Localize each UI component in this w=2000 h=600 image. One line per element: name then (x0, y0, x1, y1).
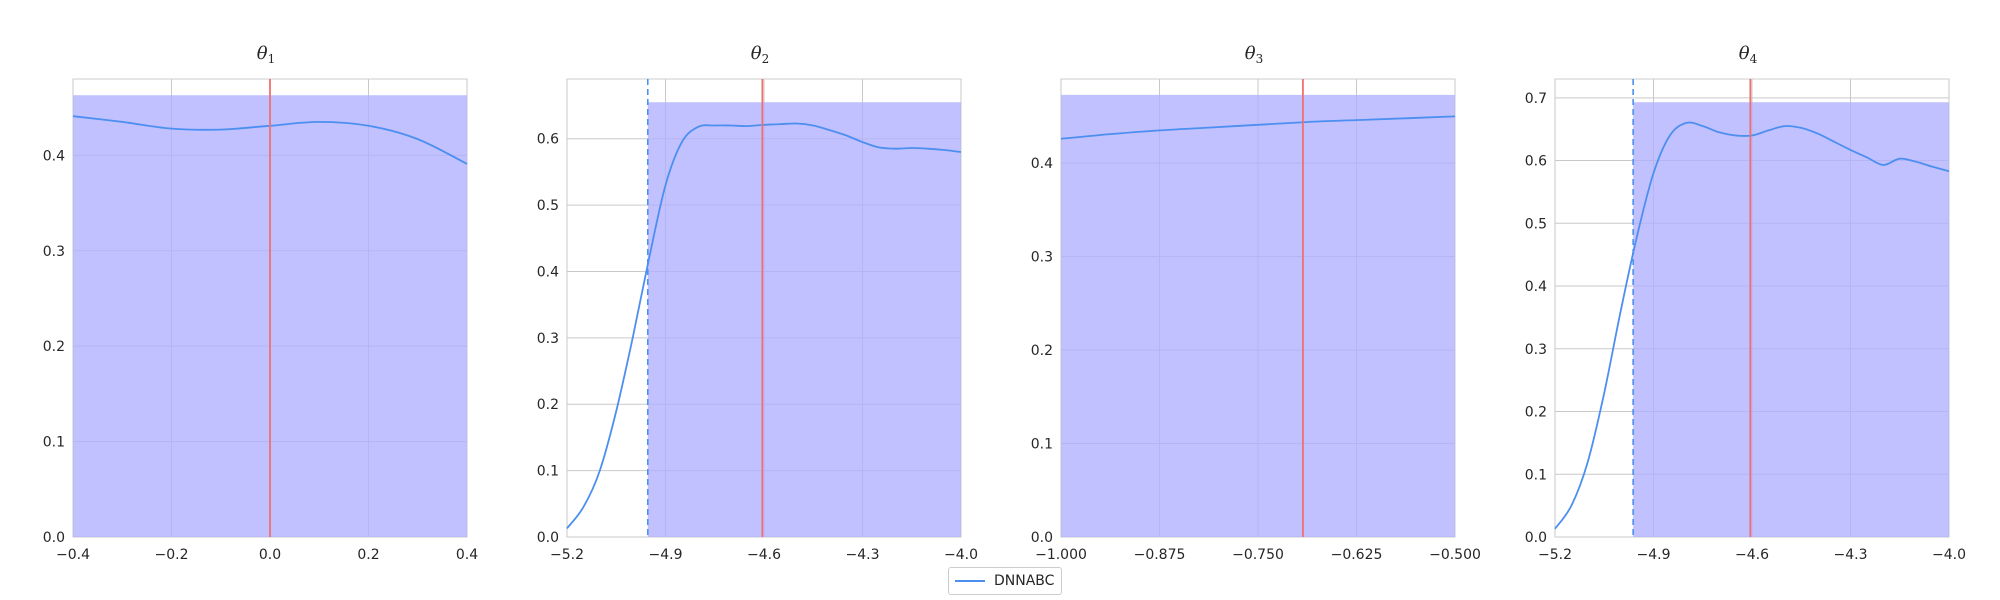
x-tick-label: −0.875 (1134, 547, 1186, 563)
series-line-dnnabc (1554, 121, 1950, 530)
y-tick-label: 0.5 (537, 198, 559, 214)
y-tick-label: 0.3 (1031, 250, 1053, 266)
x-tick-label: −0.500 (1429, 547, 1481, 563)
x-tick-label: −1.000 (1035, 547, 1087, 563)
y-tick-label: 0.2 (1525, 405, 1547, 421)
x-tick-label: −5.2 (1538, 547, 1572, 563)
y-tick-label: 0.3 (537, 331, 559, 347)
legend-label: DNNABC (994, 573, 1055, 589)
y-tick-label: 0.4 (1031, 156, 1053, 172)
posterior-band (1633, 102, 1949, 538)
y-tick-label: 0.4 (43, 148, 65, 164)
subplot-title: θ4 (1739, 43, 1758, 66)
x-tick-label: 0.0 (259, 547, 281, 563)
legend-line-swatch (955, 580, 985, 582)
y-tick-label: 0.2 (537, 397, 559, 413)
x-tick-label: −0.4 (56, 547, 90, 563)
subplot-4: −5.2 −4.9 −4.6 −4.3 −4.0 0.0 0.1 0.2 0.3 0.4 0.5 0.… (1525, 43, 1966, 563)
y-tick-label: 0.0 (43, 530, 65, 546)
y-tick-label: 0.0 (537, 530, 559, 546)
subplot-title: θ3 (1245, 43, 1263, 66)
y-tick-label: 0.2 (43, 339, 65, 355)
subplot-3: −1.000 −0.875 −0.750 −0.625 −0.500 0.0 0.1 0.2 0… (1031, 43, 1481, 563)
posterior-band (1061, 94, 1455, 537)
x-tick-label: −0.750 (1232, 547, 1284, 563)
x-tick-label: −4.0 (1932, 547, 1966, 563)
x-tick-label: −4.3 (1834, 547, 1868, 563)
x-tick-label: −4.0 (944, 547, 978, 563)
y-tick-label: 0.0 (1031, 530, 1053, 546)
y-tick-label: 0.4 (1525, 279, 1547, 295)
posterior-band (647, 102, 961, 538)
x-tick-label: −0.2 (155, 547, 189, 563)
x-tick-label: −4.3 (846, 547, 880, 563)
y-tick-label: 0.1 (1525, 467, 1547, 483)
subplot-2: −5.2 −4.9 −4.6 −4.3 −4.0 0.0 0.1 0.2 0.3 0.4 0.5 0.… (537, 43, 978, 563)
x-tick-label: −0.625 (1331, 547, 1383, 563)
y-tick-label: 0.6 (537, 132, 559, 148)
x-tick-label: −4.9 (1637, 547, 1671, 563)
x-tick-label: 0.2 (357, 547, 379, 563)
y-tick-label: 0.3 (43, 244, 65, 260)
y-tick-label: 0.0 (1525, 530, 1547, 546)
subplot-title: θ2 (751, 43, 769, 66)
x-tick-label: −4.9 (649, 547, 683, 563)
x-tick-label: 0.4 (456, 547, 478, 563)
y-tick-label: 0.1 (43, 435, 65, 451)
legend: DNNABC (948, 567, 1063, 595)
y-tick-label: 0.7 (1525, 91, 1547, 107)
y-tick-label: 0.3 (1525, 342, 1547, 358)
y-tick-label: 0.4 (537, 264, 559, 280)
y-tick-label: 0.6 (1525, 154, 1547, 170)
subplot-title: θ1 (257, 43, 275, 66)
subplot-1: −0.4 −0.2 0.0 0.2 0.4 0.0 0.1 0.2 0.3 0.4 θ1 (43, 43, 478, 563)
x-tick-label: −4.6 (747, 547, 781, 563)
x-tick-label: −4.6 (1735, 547, 1769, 563)
y-tick-label: 0.1 (1031, 437, 1053, 453)
series-line-dnnabc (1060, 115, 1456, 140)
y-tick-label: 0.2 (1031, 343, 1053, 359)
y-tick-label: 0.1 (537, 464, 559, 480)
y-tick-label: 0.5 (1525, 216, 1547, 232)
x-tick-label: −5.2 (550, 547, 584, 563)
